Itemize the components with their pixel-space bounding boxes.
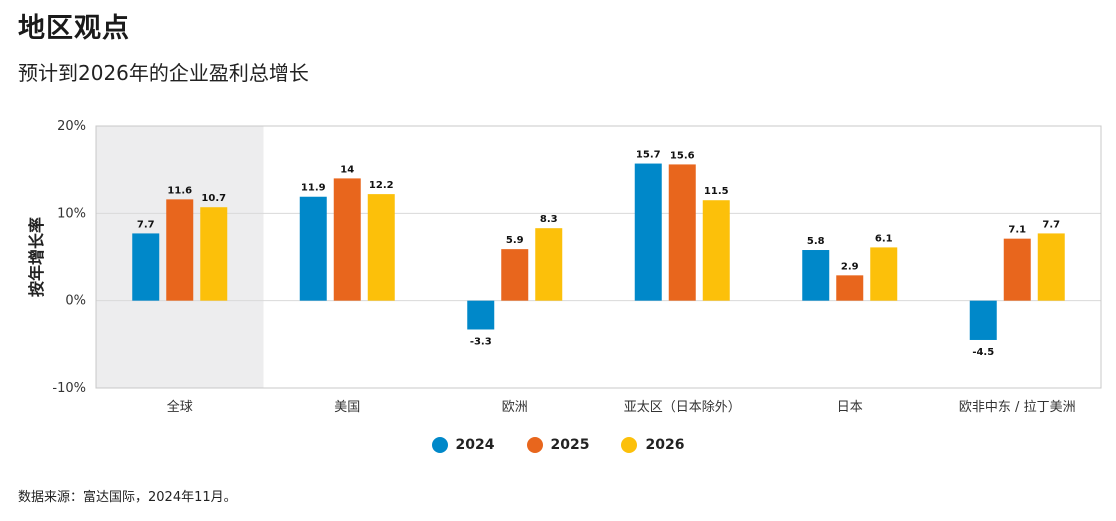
legend-swatch-2024 bbox=[431, 437, 448, 453]
legend-swatch-2025 bbox=[526, 437, 543, 453]
bar bbox=[836, 275, 864, 301]
data-label: 7.7 bbox=[1042, 219, 1060, 230]
bar bbox=[166, 199, 194, 301]
legend-item-2026: 2026 bbox=[621, 437, 684, 453]
data-label: 11.6 bbox=[167, 185, 192, 196]
y-tick-label: -10% bbox=[52, 381, 86, 396]
data-label: -4.5 bbox=[972, 347, 994, 358]
x-tick-label: 欧非中东 / 拉丁美洲 bbox=[959, 400, 1076, 415]
data-label: 5.9 bbox=[506, 235, 524, 246]
bar bbox=[702, 200, 730, 301]
bar bbox=[668, 164, 696, 301]
plot-frame bbox=[95, 125, 1102, 389]
chart-title: 地区观点 bbox=[18, 13, 130, 44]
x-tick-label: 美国 bbox=[334, 400, 360, 415]
data-label: 7.7 bbox=[137, 219, 155, 230]
bar bbox=[333, 178, 361, 301]
y-axis-label: 按年增长率 bbox=[27, 217, 46, 297]
x-tick-label: 全球 bbox=[167, 399, 193, 415]
data-label: -3.3 bbox=[470, 336, 492, 347]
data-label: 5.8 bbox=[807, 236, 825, 247]
data-label: 15.7 bbox=[636, 150, 661, 161]
legend-swatch-2026 bbox=[621, 437, 638, 453]
data-label: 11.5 bbox=[704, 186, 729, 197]
data-label: 15.6 bbox=[670, 150, 695, 161]
y-tick-label: 20% bbox=[57, 119, 86, 134]
data-label: 11.9 bbox=[301, 183, 326, 194]
bar bbox=[132, 233, 160, 301]
bar bbox=[969, 300, 997, 340]
data-label: 6.1 bbox=[875, 233, 893, 244]
bar bbox=[200, 207, 228, 301]
data-label: 14 bbox=[340, 164, 354, 175]
bar bbox=[501, 249, 529, 301]
x-tick-label: 日本 bbox=[837, 400, 863, 415]
bar bbox=[367, 194, 395, 301]
bar bbox=[634, 163, 662, 301]
chart-subtitle: 预计到2026年的企业盈利总增长 bbox=[18, 61, 309, 85]
bar bbox=[870, 247, 898, 301]
bar bbox=[535, 228, 563, 301]
bar bbox=[1003, 238, 1031, 301]
data-label: 10.7 bbox=[201, 193, 226, 204]
legend-label-2026: 2026 bbox=[645, 437, 685, 453]
source-note: 数据来源：富达国际，2024年11月。 bbox=[18, 490, 237, 505]
bar bbox=[1037, 233, 1065, 301]
legend-label-2025: 2025 bbox=[550, 437, 590, 453]
bar bbox=[802, 250, 830, 301]
legend-item-2024: 2024 bbox=[431, 437, 495, 453]
bar bbox=[299, 196, 327, 301]
bar bbox=[467, 300, 495, 330]
legend-item-2025: 2025 bbox=[526, 437, 590, 453]
legend: 2024 2025 2026 bbox=[0, 437, 1116, 453]
data-label: 7.1 bbox=[1008, 225, 1026, 236]
x-tick-label: 亚太区（日本除外） bbox=[624, 400, 741, 415]
data-label: 12.2 bbox=[369, 180, 394, 191]
x-tick-label: 欧洲 bbox=[502, 400, 528, 415]
bar-chart: -10% 0% 10% 20% 按年增长率 7.7 11.6 10.7 全球 11.9 14 12.2… bbox=[27, 119, 1102, 415]
legend-label-2024: 2024 bbox=[455, 437, 495, 453]
y-tick-label: 10% bbox=[57, 206, 86, 221]
data-label: 2.9 bbox=[841, 261, 859, 272]
y-tick-label: 0% bbox=[65, 294, 86, 309]
data-label: 8.3 bbox=[540, 214, 558, 225]
